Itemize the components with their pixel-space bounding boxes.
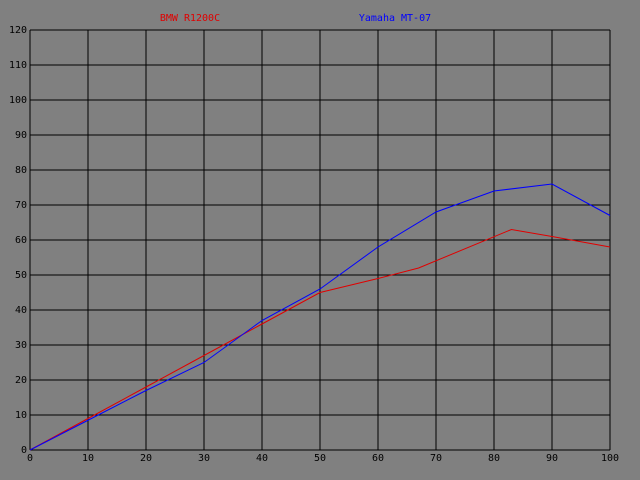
y-tick-label: 80 xyxy=(15,165,27,176)
y-tick-label: 120 xyxy=(9,25,27,36)
x-tick-label: 70 xyxy=(430,453,442,464)
x-tick-label: 10 xyxy=(82,453,94,464)
y-tick-label: 20 xyxy=(15,375,27,386)
series-line xyxy=(29,183,611,451)
y-tick-label: 30 xyxy=(15,340,27,351)
x-tick-label: 100 xyxy=(601,453,619,464)
x-tick-label: 30 xyxy=(198,453,210,464)
y-tick-label: 60 xyxy=(15,235,27,246)
y-tick-label: 10 xyxy=(15,410,27,421)
x-tick-label: 60 xyxy=(372,453,384,464)
x-tick-label: 0 xyxy=(27,453,33,464)
y-tick-label: 40 xyxy=(15,305,27,316)
legend-label: BMW R1200C xyxy=(160,13,220,24)
y-tick-label: 50 xyxy=(15,270,27,281)
x-tick-label: 40 xyxy=(256,453,268,464)
y-tick-label: 90 xyxy=(15,130,27,141)
legend-label: Yamaha MT-07 xyxy=(359,13,431,24)
x-tick-label: 80 xyxy=(488,453,500,464)
x-tick-label: 20 xyxy=(140,453,152,464)
y-tick-label: 70 xyxy=(15,200,27,211)
y-tick-label: 110 xyxy=(9,60,27,71)
series-line xyxy=(29,228,611,451)
y-tick-label: 0 xyxy=(21,445,27,456)
x-tick-label: 90 xyxy=(546,453,558,464)
y-tick-label: 100 xyxy=(9,95,27,106)
x-tick-label: 50 xyxy=(314,453,326,464)
